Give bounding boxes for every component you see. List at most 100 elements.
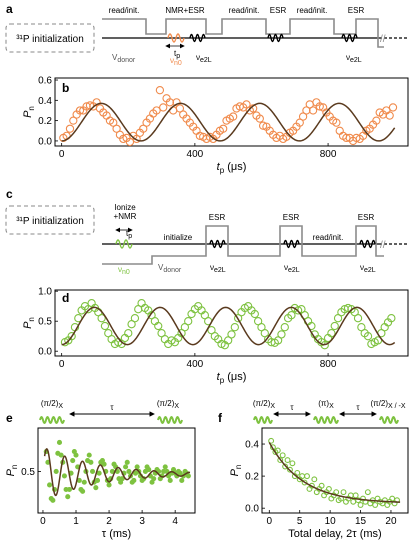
esr-pulse-a-2 (267, 33, 284, 43)
gate-sequence-c (102, 225, 384, 265)
data-point-e (123, 464, 129, 470)
y-tick-label-d: 1.0 (38, 287, 52, 298)
seg-c-3: read/init. (313, 233, 344, 242)
tau-label-e: τ (110, 403, 114, 412)
data-point-d (287, 311, 296, 320)
data-point-b (385, 111, 394, 120)
data-point-f (294, 469, 301, 476)
x-tick-label-e: 3 (139, 516, 145, 527)
chart-d: d 0 400 800 0.0 0.5 1.0 tp (μs) Pn (22, 287, 409, 385)
tp-label-c: t (126, 229, 129, 238)
data-point-e (89, 468, 96, 474)
pulse-e-1 (39, 416, 65, 424)
esr-pulse-a-1 (189, 33, 206, 43)
fit-curve-f (268, 442, 401, 503)
nu-e-label-c-3: ν (360, 263, 364, 272)
data-point-d (184, 317, 193, 326)
data-point-e (80, 488, 86, 494)
data-point-d (363, 332, 373, 341)
data-point-b (139, 124, 148, 133)
data-point-e (101, 461, 107, 467)
x-tick-label-b: 800 (320, 149, 337, 160)
panel-label-d: d (62, 291, 69, 305)
data-point-b (109, 118, 118, 127)
nu-e-label-c-1: ν (210, 263, 214, 272)
data-point-e (65, 494, 71, 500)
y-tick-label-d: 0.0 (38, 347, 52, 358)
data-point-b (175, 104, 185, 113)
seg-a-6: ESR (348, 6, 365, 15)
data-point-f (357, 502, 364, 508)
seg-c-1: ESR (209, 213, 226, 222)
nmr-pulse-a (167, 33, 185, 43)
panel-e-sequence: e (π/2)X (π/2)X τ (6, 399, 183, 425)
data-point-b (172, 98, 181, 107)
chart-f: 0 5 10 15 20 0.0 0.2 0.4 Total delay, 2τ (ms) Pn (229, 427, 409, 540)
x-tick-label-f: 20 (385, 516, 397, 527)
pulse-f-1 (253, 416, 273, 424)
panel-a: a ³¹P initialization // read/init. NMR+E… (5, 2, 408, 67)
data-point-d (353, 314, 363, 323)
pulse-f-pi (313, 416, 339, 424)
panel-label-b: b (62, 81, 69, 95)
data-point-b (388, 103, 398, 112)
data-point-e (126, 468, 132, 474)
y-axis-label-f: Pn (229, 465, 243, 477)
y-tick-label-e: 0.5 (21, 467, 35, 478)
x-tick-label-b: 0 (59, 149, 65, 160)
x-tick-label-f: 10 (325, 516, 337, 527)
x-axis-label-f: Total delay, 2τ (ms) (288, 528, 381, 540)
data-point-e (86, 452, 92, 458)
chart-b: b 0 400 800 0.0 0.2 0.4 0.6 tp (μs) Pn (22, 76, 409, 175)
y-tick-label-b: 0.4 (38, 96, 52, 107)
data-point-e (134, 464, 140, 470)
data-point-b (159, 103, 168, 112)
x-tick-label-e: 4 (172, 516, 178, 527)
x-tick-label-d: 800 (320, 359, 337, 370)
data-point-e (119, 476, 125, 482)
data-point-b (155, 86, 165, 95)
nu-n-label-a: ν (170, 56, 174, 65)
data-point-f (289, 460, 296, 467)
data-point-d (387, 314, 396, 323)
data-point-b (219, 124, 228, 133)
data-point-f (325, 485, 332, 492)
data-point-d (250, 309, 259, 319)
data-point-b (195, 131, 205, 141)
data-point-d (327, 329, 336, 338)
pulse-f-3 (379, 416, 399, 424)
seg-a-2: NMR+ESR (165, 6, 205, 15)
data-point-f (340, 489, 347, 496)
svg-text:(π/2)X: (π/2)X (41, 399, 64, 410)
svg-text:Vdonor: Vdonor (158, 263, 182, 274)
data-point-e (146, 467, 152, 473)
tp-label-a: t (174, 49, 177, 58)
data-point-f (304, 473, 310, 480)
svg-text:(π/2)X: (π/2)X (157, 399, 180, 410)
x-tick-label-e: 1 (73, 516, 79, 527)
svg-text://: // (380, 240, 386, 251)
data-point-e (88, 459, 94, 465)
data-point-e (66, 486, 72, 493)
initialize-label: initialize (164, 233, 193, 242)
data-point-d (230, 323, 239, 332)
init-box-c-label: ³¹P initialization (16, 216, 84, 227)
y-tick-label-b: 0.6 (38, 76, 52, 87)
svg-text:νe2L: νe2L (196, 53, 212, 64)
nu-e-label-a-1: ν (196, 53, 200, 62)
svg-text://: // (380, 34, 386, 45)
esr-pulse-c-3 (359, 239, 376, 249)
fit-curve-b (61, 102, 396, 142)
x-axis-label-d: tp (μs) (217, 371, 247, 385)
data-point-b (229, 112, 238, 121)
data-point-b (125, 137, 135, 147)
data-point-b (308, 106, 318, 115)
data-point-f (277, 457, 284, 464)
data-point-d (320, 341, 329, 350)
seg-a-1: read/init. (109, 6, 140, 15)
x-axis-label-b: tp (μs) (217, 161, 247, 175)
fit-curve-e (43, 448, 191, 497)
data-point-b (298, 112, 308, 121)
data-point-d (330, 321, 339, 331)
data-point-b (335, 126, 344, 135)
